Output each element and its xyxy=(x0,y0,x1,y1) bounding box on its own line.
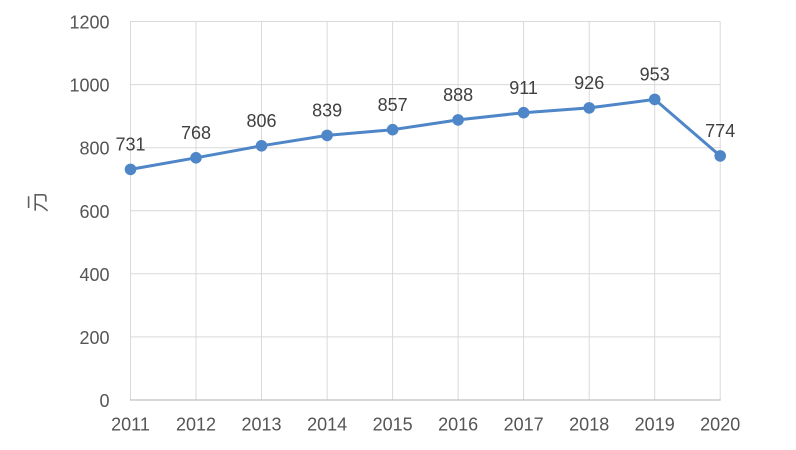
svg-text:857: 857 xyxy=(378,95,408,115)
svg-text:953: 953 xyxy=(640,65,670,85)
svg-text:1000: 1000 xyxy=(69,76,109,96)
svg-text:2015: 2015 xyxy=(373,415,413,435)
svg-text:2011: 2011 xyxy=(111,415,150,435)
svg-text:2018: 2018 xyxy=(569,415,609,435)
svg-text:2014: 2014 xyxy=(307,415,347,435)
svg-text:806: 806 xyxy=(246,111,276,131)
svg-text:1200: 1200 xyxy=(69,13,109,33)
svg-text:800: 800 xyxy=(79,139,109,159)
svg-text:911: 911 xyxy=(509,78,538,98)
svg-text:768: 768 xyxy=(181,123,211,143)
svg-text:2019: 2019 xyxy=(635,415,675,435)
svg-text:0: 0 xyxy=(99,391,109,411)
svg-text:2013: 2013 xyxy=(241,415,281,435)
svg-text:400: 400 xyxy=(79,265,109,285)
svg-text:888: 888 xyxy=(443,85,473,105)
svg-text:2017: 2017 xyxy=(504,415,544,435)
svg-text:2016: 2016 xyxy=(438,415,478,435)
svg-text:839: 839 xyxy=(312,101,342,121)
svg-text:2012: 2012 xyxy=(176,415,216,435)
svg-text:926: 926 xyxy=(574,73,604,93)
svg-text:2020: 2020 xyxy=(700,415,740,435)
svg-text:600: 600 xyxy=(79,202,109,222)
svg-text:200: 200 xyxy=(79,328,109,348)
svg-text:774: 774 xyxy=(705,121,735,141)
svg-text:731: 731 xyxy=(115,135,145,155)
